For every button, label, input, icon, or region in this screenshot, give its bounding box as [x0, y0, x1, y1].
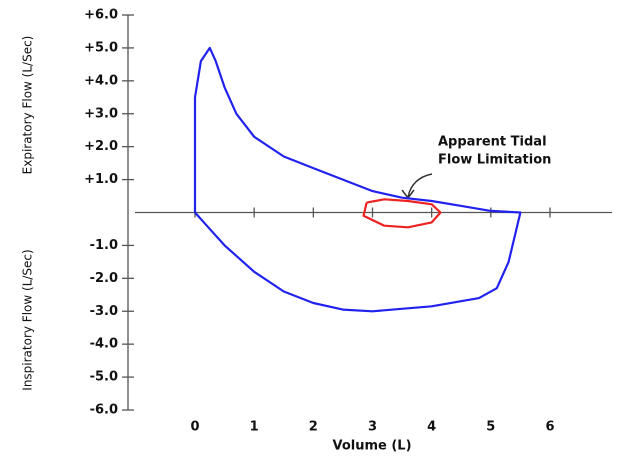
y-tick-label: +5.0: [84, 40, 118, 55]
x-tick-label: 6: [545, 420, 554, 435]
x-tick-label: 3: [368, 420, 377, 435]
x-tick-label: 1: [250, 420, 259, 435]
y-axis-label: Inspiratory Flow (L/Sec): [21, 249, 35, 390]
y-tick-label: +1.0: [84, 172, 118, 187]
y-tick-label: -5.0: [90, 370, 118, 385]
y-tick-label: +4.0: [84, 73, 118, 88]
annotation: Flow Limitation: [438, 153, 551, 168]
flow-volume-loop: [193, 46, 522, 313]
annotation-arrow: [401, 173, 433, 200]
y-tick-label: -6.0: [90, 403, 118, 418]
y-axis-label: Expiratory Flow (L/Sec): [21, 36, 35, 175]
y-tick-label: +2.0: [84, 139, 118, 154]
y-tick-label: -1.0: [90, 238, 118, 253]
y-tick-label: -3.0: [90, 304, 118, 319]
y-tick-label: -2.0: [90, 271, 118, 286]
flow-volume-loop: [362, 198, 442, 229]
y-tick-label: +6.0: [84, 8, 118, 23]
x-axis-label: Volume (L): [332, 439, 411, 454]
x-tick-label: 5: [486, 420, 495, 435]
x-tick-label: 0: [190, 420, 199, 435]
y-tick-label: +3.0: [84, 106, 118, 121]
x-tick-label: 4: [427, 420, 436, 435]
x-tick-label: 2: [309, 420, 318, 435]
annotation: Apparent Tidal: [438, 135, 547, 150]
y-tick-label: -4.0: [90, 337, 118, 352]
